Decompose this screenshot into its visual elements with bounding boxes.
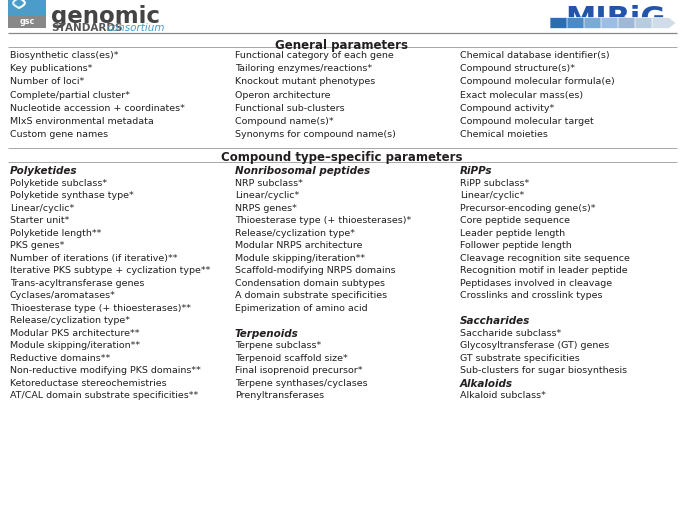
Text: Compound molecular formula(e): Compound molecular formula(e): [460, 77, 614, 86]
Text: Compound activity*: Compound activity*: [460, 104, 554, 113]
Text: Ketoreductase stereochemistries: Ketoreductase stereochemistries: [10, 379, 166, 388]
Bar: [8, 0, 46, 28]
Text: Sub-clusters for sugar biosynthesis: Sub-clusters for sugar biosynthesis: [460, 367, 627, 376]
Text: Compound structure(s)*: Compound structure(s)*: [460, 64, 575, 73]
Text: Compound type–specific parameters: Compound type–specific parameters: [221, 151, 463, 164]
Text: Polyketide synthase type*: Polyketide synthase type*: [10, 191, 134, 200]
Text: gsc: gsc: [19, 17, 35, 26]
Text: Nucleotide accession + coordinates*: Nucleotide accession + coordinates*: [10, 104, 185, 113]
Text: Condensation domain subtypes: Condensation domain subtypes: [235, 279, 385, 288]
Text: genomic: genomic: [51, 5, 160, 28]
Text: A domain substrate specificities: A domain substrate specificities: [235, 291, 387, 300]
Text: Tailoring enzymes/reactions*: Tailoring enzymes/reactions*: [235, 64, 372, 73]
Text: Exact molecular mass(es): Exact molecular mass(es): [460, 90, 583, 99]
Text: Terpene subclass*: Terpene subclass*: [235, 342, 321, 350]
Text: GT substrate specificities: GT substrate specificities: [460, 354, 580, 363]
Text: RiPPs: RiPPs: [460, 166, 493, 176]
FancyArrow shape: [567, 17, 591, 28]
Text: Starter unit*: Starter unit*: [10, 217, 69, 225]
Text: Terpenoids: Terpenoids: [235, 329, 299, 339]
Text: Modular PKS architecture**: Modular PKS architecture**: [10, 329, 140, 338]
Text: Epimerization of amino acid: Epimerization of amino acid: [235, 304, 368, 313]
Text: Non-reductive modifying PKS domains**: Non-reductive modifying PKS domains**: [10, 367, 201, 376]
Text: Functional sub-clusters: Functional sub-clusters: [235, 104, 345, 113]
Text: Precursor-encoding gene(s)*: Precursor-encoding gene(s)*: [460, 204, 595, 213]
Text: Custom gene names: Custom gene names: [10, 130, 108, 139]
Text: Polyketide length**: Polyketide length**: [10, 229, 101, 238]
Text: Compound molecular target: Compound molecular target: [460, 117, 594, 126]
Text: Number of loci*: Number of loci*: [10, 77, 84, 86]
Text: Saccharide subclass*: Saccharide subclass*: [460, 329, 561, 338]
Text: Recognition motif in leader peptide: Recognition motif in leader peptide: [460, 266, 627, 276]
Text: Alkaloids: Alkaloids: [460, 379, 513, 389]
Text: Complete/partial cluster*: Complete/partial cluster*: [10, 90, 130, 99]
Text: Terpenoid scaffold size*: Terpenoid scaffold size*: [235, 354, 348, 363]
FancyArrow shape: [584, 17, 608, 28]
Text: Leader peptide length: Leader peptide length: [460, 229, 565, 238]
Text: Thioesterase type (+ thioesterases)**: Thioesterase type (+ thioesterases)**: [10, 304, 191, 313]
Text: Alkaloid subclass*: Alkaloid subclass*: [460, 391, 546, 401]
Text: Saccharides: Saccharides: [460, 316, 530, 326]
Text: Release/cyclization type*: Release/cyclization type*: [10, 316, 130, 325]
Text: Compound name(s)*: Compound name(s)*: [235, 117, 334, 126]
FancyArrow shape: [618, 17, 642, 28]
Text: NRP subclass*: NRP subclass*: [235, 179, 303, 188]
Text: Operon architecture: Operon architecture: [235, 90, 330, 99]
Text: MIxS environmental metadata: MIxS environmental metadata: [10, 117, 153, 126]
Text: Trans-acyltransferase genes: Trans-acyltransferase genes: [10, 279, 145, 288]
Text: Modular NRPS architecture: Modular NRPS architecture: [235, 242, 362, 251]
Text: Prenyltransferases: Prenyltransferases: [235, 391, 324, 401]
FancyArrow shape: [550, 17, 574, 28]
Text: Peptidases involved in cleavage: Peptidases involved in cleavage: [460, 279, 612, 288]
Text: Module skipping/iteration**: Module skipping/iteration**: [10, 342, 140, 350]
Text: Knockout mutant phenotypes: Knockout mutant phenotypes: [235, 77, 375, 86]
Text: Core peptide sequence: Core peptide sequence: [460, 217, 570, 225]
Text: NRPS genes*: NRPS genes*: [235, 204, 297, 213]
Text: Synonyms for compound name(s): Synonyms for compound name(s): [235, 130, 396, 139]
Text: Glycosyltransferase (GT) genes: Glycosyltransferase (GT) genes: [460, 342, 609, 350]
FancyArrow shape: [601, 17, 625, 28]
Text: Module skipping/iteration**: Module skipping/iteration**: [235, 254, 365, 263]
Text: consortium: consortium: [107, 23, 166, 33]
Text: Polyketides: Polyketides: [10, 166, 77, 176]
Text: Terpene synthases/cyclases: Terpene synthases/cyclases: [235, 379, 368, 388]
FancyArrow shape: [635, 17, 659, 28]
Text: Cleavage recognition site sequence: Cleavage recognition site sequence: [460, 254, 630, 263]
Text: PKS genes*: PKS genes*: [10, 242, 64, 251]
Text: Reductive domains**: Reductive domains**: [10, 354, 110, 363]
Text: Polyketide subclass*: Polyketide subclass*: [10, 179, 107, 188]
Text: Scaffold-modifying NRPS domains: Scaffold-modifying NRPS domains: [235, 266, 396, 276]
Text: Thioesterase type (+ thioesterases)*: Thioesterase type (+ thioesterases)*: [235, 217, 411, 225]
Text: Number of iterations (if iterative)**: Number of iterations (if iterative)**: [10, 254, 177, 263]
Text: Linear/cyclic*: Linear/cyclic*: [235, 191, 299, 200]
Text: Key publications*: Key publications*: [10, 64, 92, 73]
Text: Chemical moieties: Chemical moieties: [460, 130, 548, 139]
Text: General parameters: General parameters: [275, 39, 408, 52]
Text: AT/CAL domain substrate specificities**: AT/CAL domain substrate specificities**: [10, 391, 198, 401]
Text: Chemical database identifier(s): Chemical database identifier(s): [460, 51, 610, 60]
Text: RiPP subclass*: RiPP subclass*: [460, 179, 530, 188]
Text: Iterative PKS subtype + cyclization type**: Iterative PKS subtype + cyclization type…: [10, 266, 210, 276]
Text: MIBiG: MIBiG: [565, 5, 665, 34]
Text: Release/cyclization type*: Release/cyclization type*: [235, 229, 355, 238]
Bar: [8, 15, 46, 28]
Text: Crosslinks and crosslink types: Crosslinks and crosslink types: [460, 291, 603, 300]
Text: Cyclases/aromatases*: Cyclases/aromatases*: [10, 291, 116, 300]
Text: Linear/cyclic*: Linear/cyclic*: [10, 204, 74, 213]
Text: Final isoprenoid precursor*: Final isoprenoid precursor*: [235, 367, 362, 376]
FancyArrow shape: [652, 17, 676, 28]
Text: STANDARDS: STANDARDS: [51, 23, 123, 33]
Text: Nonribosomal peptides: Nonribosomal peptides: [235, 166, 370, 176]
Text: Linear/cyclic*: Linear/cyclic*: [460, 191, 524, 200]
Text: Functional category of each gene: Functional category of each gene: [235, 51, 394, 60]
Text: Biosynthetic class(es)*: Biosynthetic class(es)*: [10, 51, 119, 60]
Text: Follower peptide length: Follower peptide length: [460, 242, 572, 251]
